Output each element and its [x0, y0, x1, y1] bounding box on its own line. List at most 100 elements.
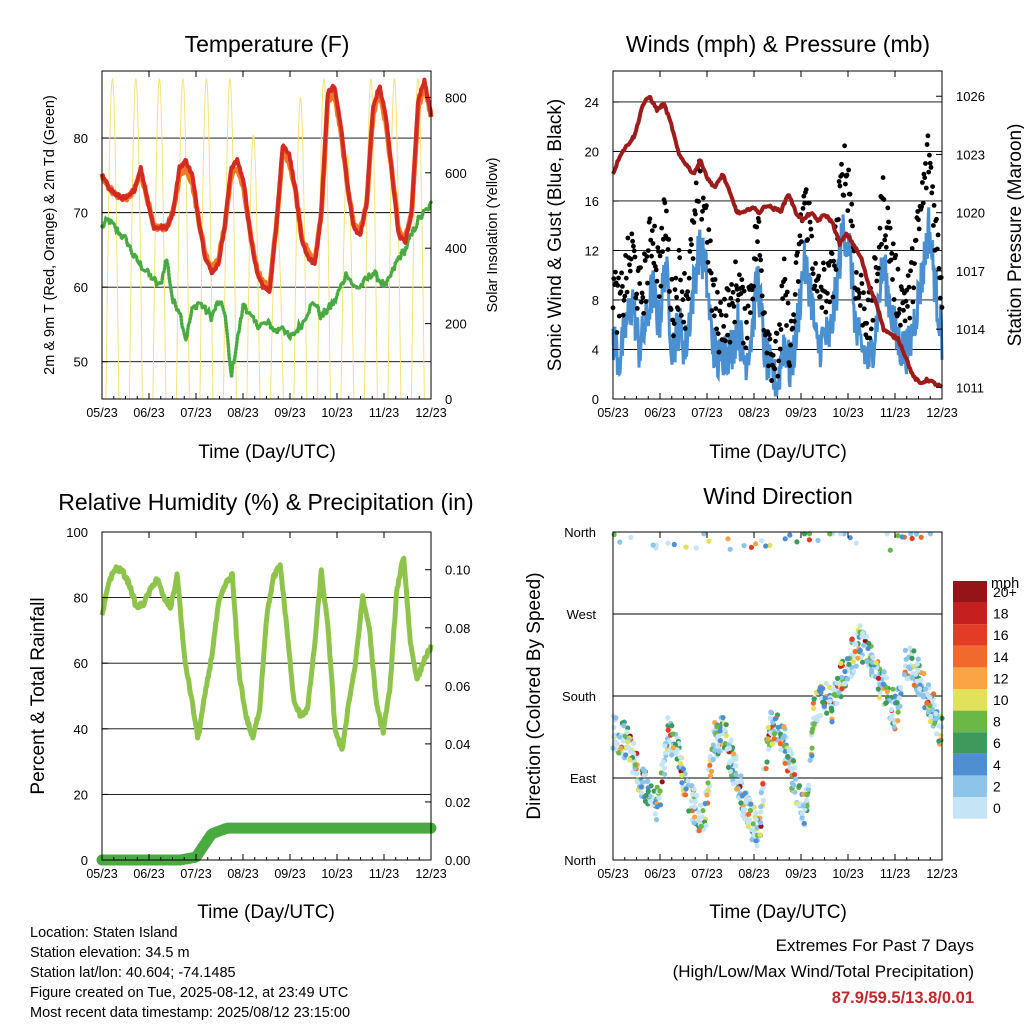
direction-point [628, 534, 634, 541]
gust-point [777, 346, 783, 352]
gust-point [725, 332, 730, 338]
gust-point [898, 322, 903, 328]
gust-point [709, 308, 715, 313]
gust-point [858, 272, 864, 278]
direction-point [865, 645, 871, 652]
direction-point [924, 700, 930, 706]
direction-point [771, 736, 777, 742]
direction-point [787, 532, 793, 538]
gust-point [634, 306, 640, 311]
direction-point [725, 536, 731, 542]
gust-point [664, 208, 669, 214]
gust-point [743, 345, 749, 351]
direction-point [775, 724, 781, 730]
direction-point [758, 804, 764, 810]
gust-point [660, 236, 666, 242]
x-tick-label: 10/23 [321, 406, 352, 420]
gust-point [753, 256, 759, 262]
direction-point [754, 843, 760, 849]
direction-point [696, 828, 702, 834]
gust-point [648, 237, 654, 243]
gust-point [616, 275, 621, 281]
direction-point [804, 803, 810, 809]
gust-point [850, 223, 855, 229]
gust-point [645, 280, 650, 286]
speed-legend: 0 2 4 6 8 10 12 14 16 18 20+ [953, 581, 1017, 819]
gust-point [923, 161, 928, 166]
gust-point [708, 238, 713, 244]
gust-point [759, 293, 765, 299]
direction-point [739, 793, 745, 799]
direction-point [927, 694, 933, 701]
direction-point [767, 715, 774, 722]
direction-point [698, 823, 704, 830]
direction-point [799, 814, 805, 821]
direction-point [933, 711, 939, 717]
gust-point [832, 263, 837, 269]
direction-point [717, 738, 724, 744]
y-tick-label: 0 [81, 853, 88, 868]
direction-point [850, 653, 857, 659]
gust-point [686, 275, 692, 281]
temperature-ticks: 05/23 06/23 07/23 08/23 09/23 10/23 11/23 12/23… [74, 71, 467, 420]
gust-point [675, 307, 681, 312]
gust-point [739, 277, 745, 282]
gust-point [847, 191, 853, 197]
direction-point [760, 781, 766, 787]
gust-point [668, 307, 674, 312]
gust-point [930, 184, 935, 190]
y-tick-label: 60 [74, 280, 88, 295]
gust-point [699, 216, 705, 222]
direction-point [834, 680, 841, 686]
y2-tick-label: 1026 [956, 89, 985, 104]
legend-swatch [953, 753, 987, 776]
gust-point [819, 305, 825, 310]
gust-point [621, 297, 627, 303]
gust-point [928, 165, 934, 170]
direction-point [625, 725, 631, 731]
gust-point [857, 303, 863, 308]
direction-point [769, 741, 775, 747]
x-tick-label: 11/23 [369, 867, 399, 881]
direction-point [665, 540, 671, 546]
gust-point [927, 160, 933, 166]
direction-point [786, 747, 792, 753]
gust-point [690, 256, 696, 261]
direction-point [787, 765, 793, 771]
direction-point [934, 731, 940, 737]
direction-point [909, 674, 915, 681]
gust-point [611, 276, 617, 281]
gust-point [845, 208, 851, 214]
y2-tick-label: 400 [445, 241, 467, 256]
x-tick-label: 07/23 [691, 406, 722, 420]
gust-point [644, 254, 650, 259]
direction-point [723, 722, 729, 728]
y-tick-label: 100 [66, 525, 88, 540]
gust-point [727, 339, 733, 345]
direction-point [734, 786, 740, 792]
temperature-panel: Temperature (F) 05/23 06/23 07/23 08/23 09/2… [42, 31, 501, 463]
direction-point [694, 793, 700, 799]
direction-point [895, 705, 901, 711]
legend-swatch [953, 581, 987, 603]
direction-point [669, 723, 675, 729]
direction-point [800, 803, 807, 809]
sonic-wind-series [611, 207, 944, 397]
gust-point [756, 219, 762, 225]
direction-point [738, 800, 744, 806]
direction-point [716, 748, 722, 754]
sonic-wind-line [611, 207, 944, 397]
gust-point [837, 183, 843, 189]
gust-point [781, 256, 787, 262]
gust-point [744, 335, 750, 341]
y2-tick-label: 0.10 [445, 563, 470, 578]
direction-point [727, 546, 733, 552]
direction-point [810, 700, 817, 706]
direction-point [674, 747, 680, 753]
direction-point [807, 757, 813, 763]
gust-point [697, 168, 703, 174]
direction-point [794, 539, 800, 545]
x-tick-label: 08/23 [227, 867, 258, 881]
direction-point [722, 741, 728, 747]
direction-point [850, 659, 857, 665]
